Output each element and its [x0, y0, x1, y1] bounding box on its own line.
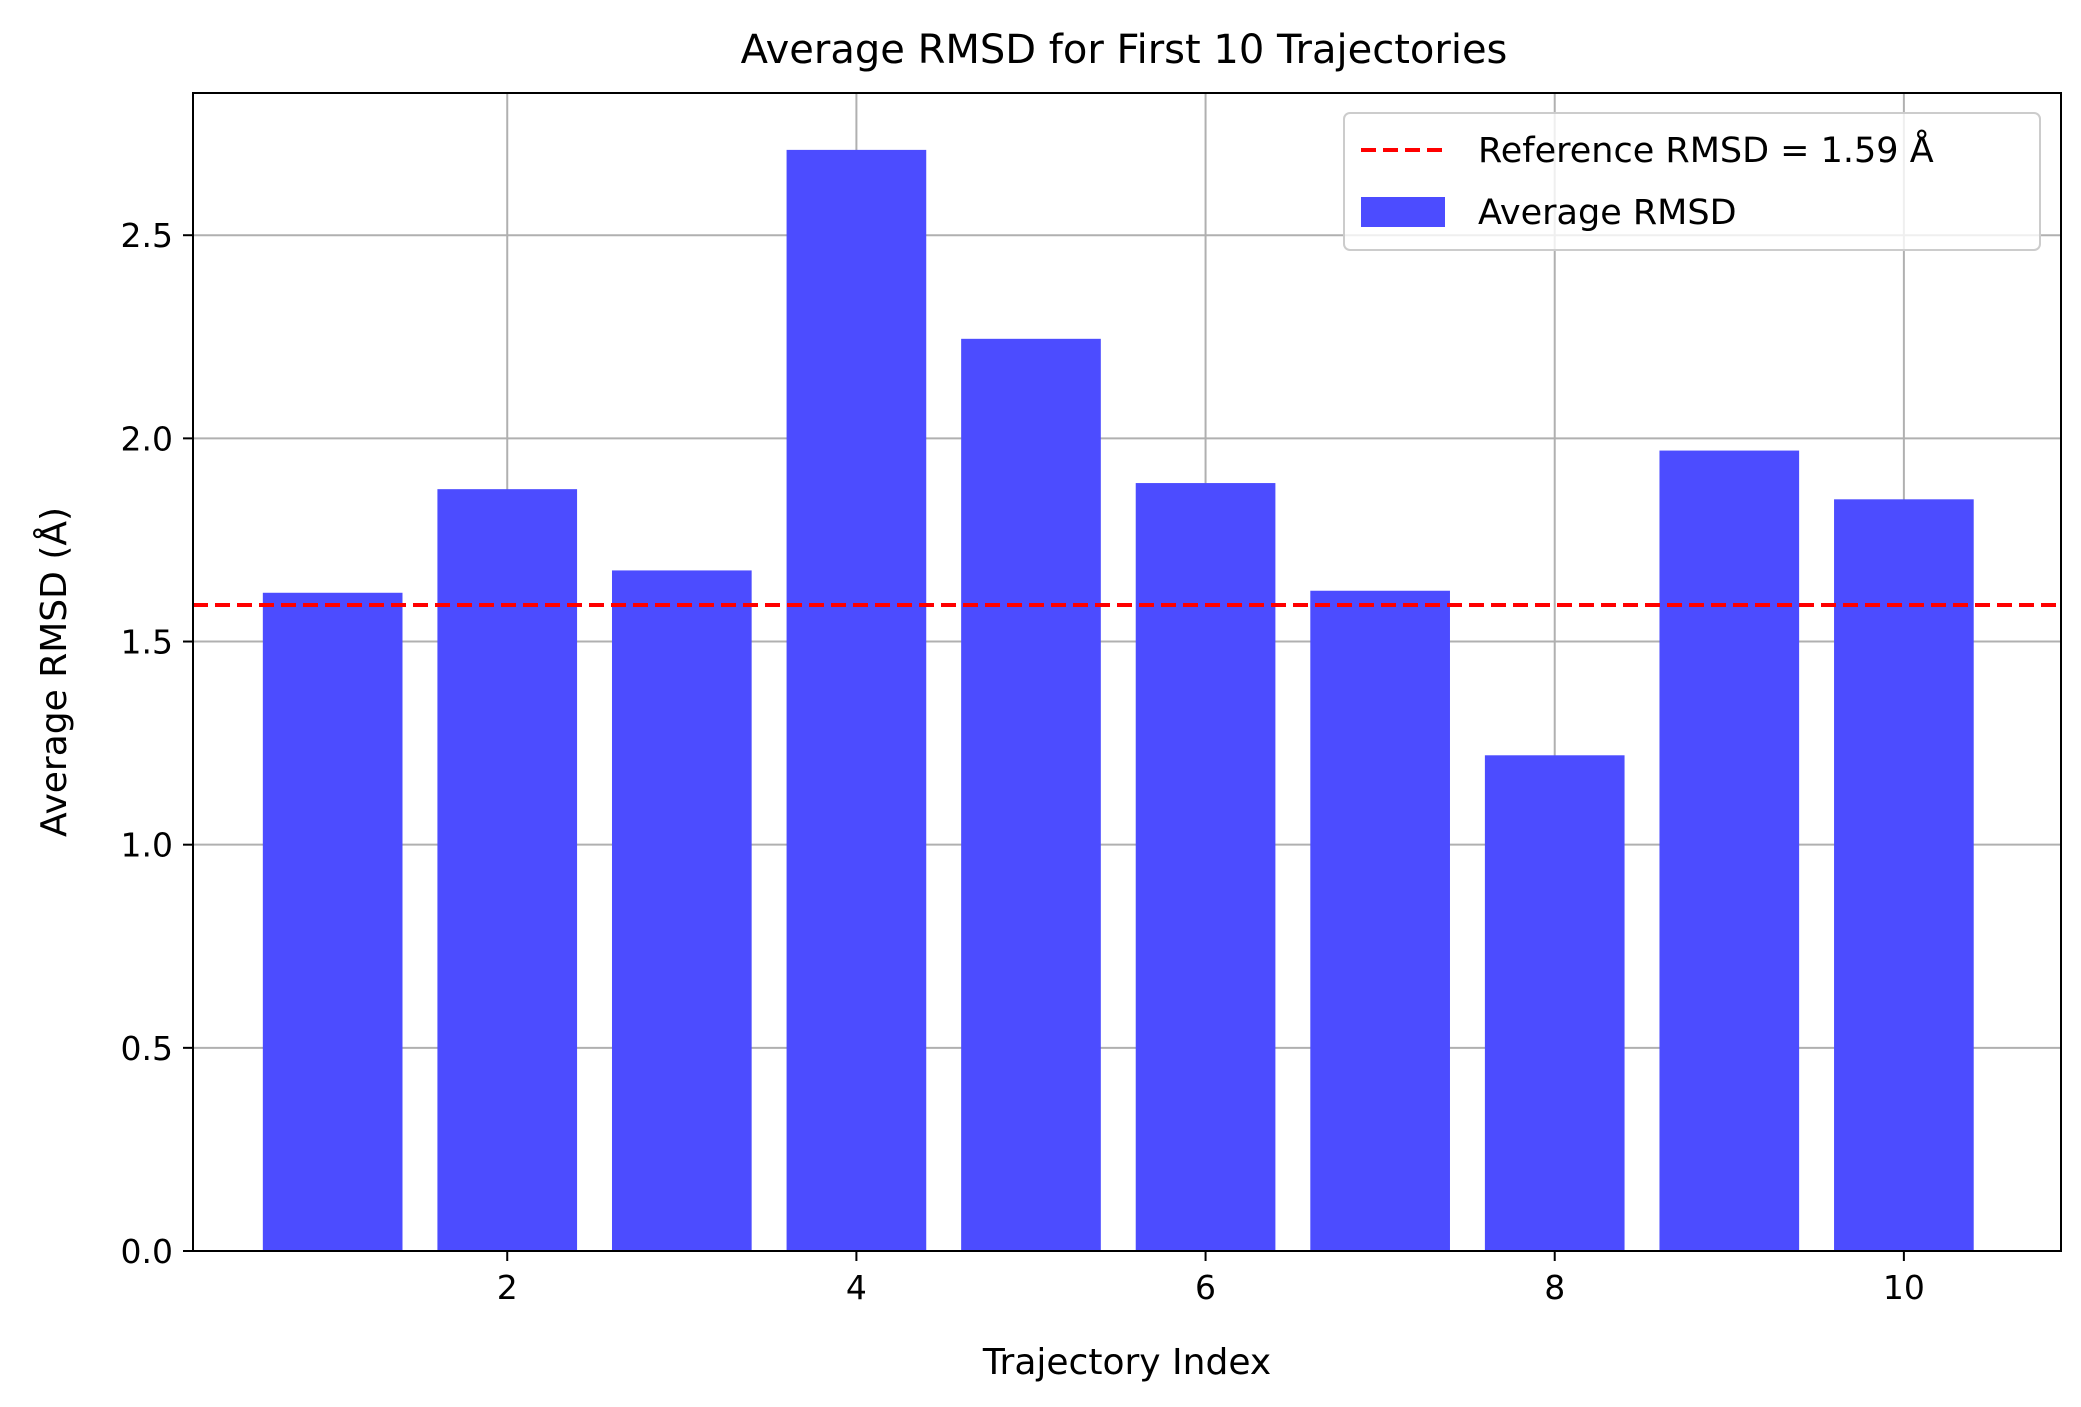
legend-bar-label: Average RMSD	[1478, 193, 1737, 233]
bar-6	[1135, 483, 1276, 1251]
legend-bar-swatch	[1361, 197, 1445, 227]
y-tick-label-3: 1.5	[121, 623, 173, 662]
bar-10	[1834, 499, 1974, 1251]
x-tick-label-2: 6	[1195, 1268, 1216, 1307]
x-axis-label: Trajectory Index	[982, 1342, 1271, 1383]
chart-title: Average RMSD for First 10 Trajectories	[741, 27, 1508, 73]
x-tick-label-3: 8	[1544, 1268, 1565, 1307]
bars	[262, 149, 1974, 1252]
y-axis-label: Average RMSD (Å)	[32, 507, 75, 837]
x-tick-label-4: 10	[1883, 1268, 1925, 1307]
bar-5	[961, 338, 1101, 1251]
y-axis-ticks: 0.0 0.5 1.0 1.5 2.0 2.5	[121, 216, 193, 1271]
legend-box	[1343, 112, 2041, 251]
bar-1	[262, 592, 403, 1251]
y-tick-label-5: 2.5	[121, 216, 173, 255]
y-tick-label-1: 0.5	[121, 1029, 173, 1068]
bar-8	[1484, 755, 1625, 1251]
y-tick-label-0: 0.0	[121, 1232, 173, 1271]
x-axis-ticks: 2 4 6 8 10	[497, 1251, 1925, 1307]
legend: Reference RMSD = 1.59 Å Average RMSD	[1343, 112, 2041, 251]
bar-3	[611, 570, 752, 1251]
bar-7	[1310, 590, 1450, 1251]
x-tick-label-1: 4	[846, 1268, 867, 1307]
x-tick-label-0: 2	[497, 1268, 518, 1307]
y-tick-label-4: 2.0	[121, 419, 173, 458]
legend-reference-label: Reference RMSD = 1.59 Å	[1478, 128, 1934, 171]
bar-9	[1659, 450, 1800, 1252]
bar-4	[786, 149, 927, 1251]
plot-frame	[192, 92, 2062, 1252]
bar-2	[437, 489, 578, 1251]
y-tick-label-2: 1.0	[121, 826, 173, 865]
